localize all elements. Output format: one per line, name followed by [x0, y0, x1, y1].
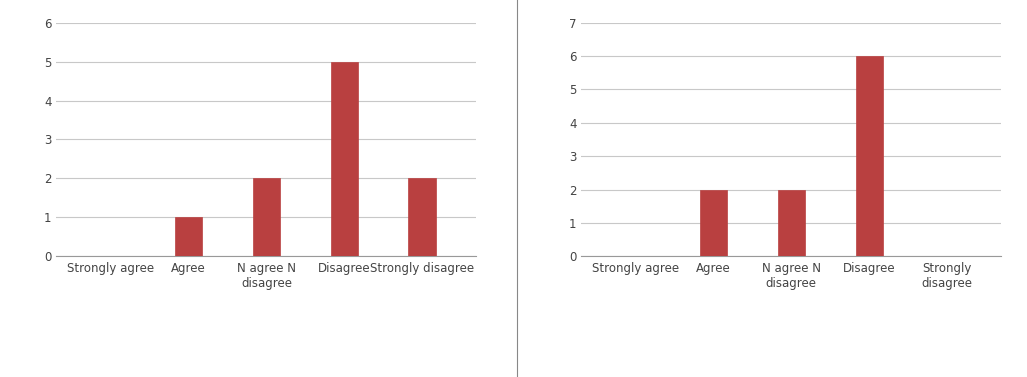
Bar [253, 178, 280, 256]
Bar [409, 178, 435, 256]
Bar [700, 190, 727, 256]
Bar [855, 56, 883, 256]
Bar [331, 61, 357, 256]
Bar [777, 190, 805, 256]
Bar [175, 218, 202, 256]
